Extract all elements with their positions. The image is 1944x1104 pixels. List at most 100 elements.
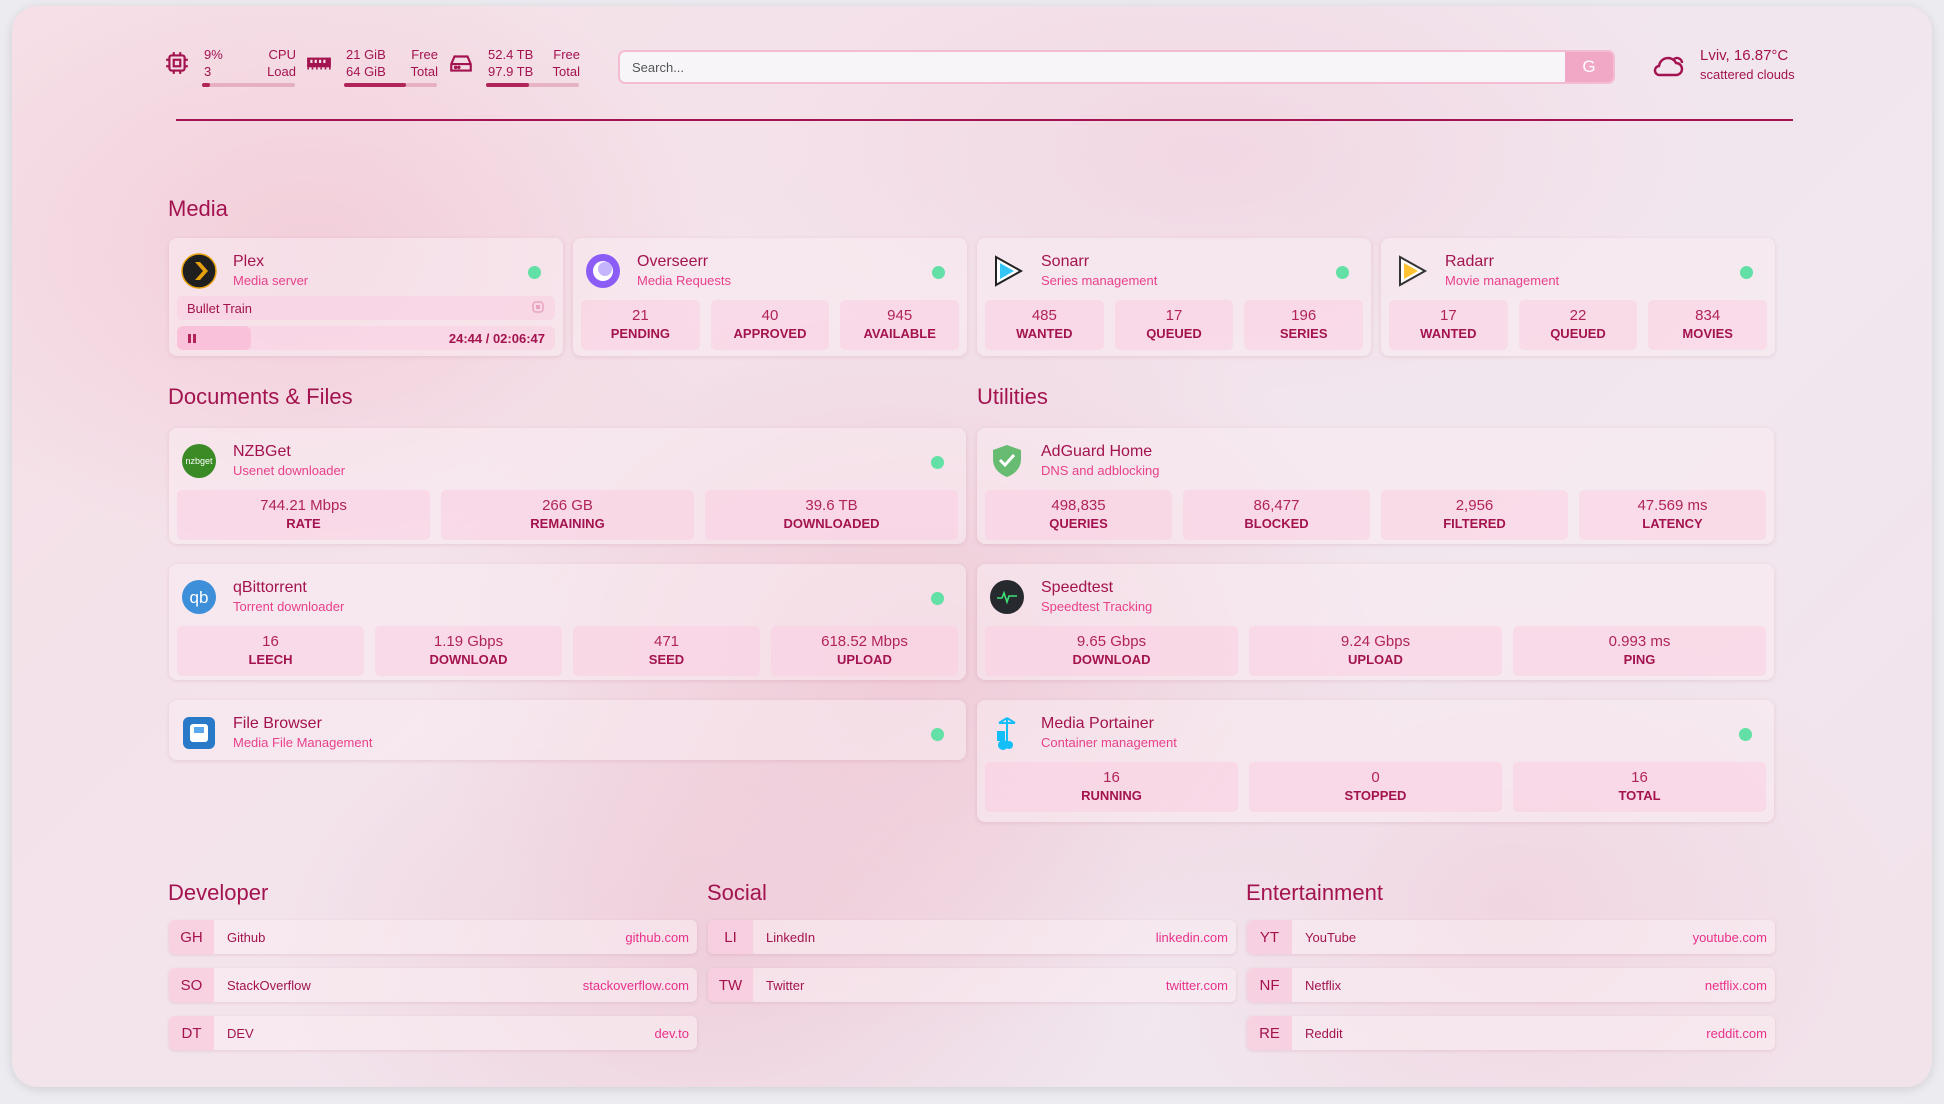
overseerr-title[interactable]: Overseerr bbox=[637, 253, 709, 270]
nzbget-card[interactable]: nzbget NZBGet Usenet downloader 744.21 Mbps… bbox=[169, 428, 966, 544]
radarr-header: Radarr Movie management bbox=[1389, 248, 1767, 294]
bookmark-url: twitter.com bbox=[1165, 977, 1228, 993]
stat-label: REMAINING bbox=[530, 516, 605, 531]
bookmark-youtube[interactable]: YT YouTube youtube.com bbox=[1247, 920, 1775, 954]
filebrowser-text: File Browser Media File Management bbox=[233, 714, 372, 752]
speedtest-text: Speedtest Speedtest Tracking bbox=[1041, 578, 1152, 616]
nzbget-title[interactable]: NZBGet bbox=[233, 443, 291, 460]
stat-value: 0.993 ms bbox=[1608, 633, 1671, 650]
total-label: Total bbox=[552, 64, 580, 79]
stat-ping: 0.993 ms PING bbox=[1513, 626, 1766, 676]
weather-widget: Lviv, 16.87°C scattered clouds bbox=[1652, 46, 1795, 84]
bookmark-reddit[interactable]: RE Reddit reddit.com bbox=[1247, 1016, 1775, 1050]
search-input[interactable] bbox=[620, 52, 1565, 82]
stat-value: 16 bbox=[1631, 769, 1648, 786]
stat-label: APPROVED bbox=[733, 326, 807, 341]
cpu-bar bbox=[202, 83, 295, 87]
bookmark-abbr: NF bbox=[1247, 968, 1292, 1002]
stat-pending: 21 PENDING bbox=[581, 300, 700, 350]
stat-value: 945 bbox=[887, 307, 913, 324]
radarr-icon bbox=[1399, 255, 1428, 287]
stat-label: TOTAL bbox=[1618, 788, 1661, 803]
plex-icon bbox=[181, 253, 217, 289]
bookmark-stackoverflow[interactable]: SO StackOverflow stackoverflow.com bbox=[169, 968, 697, 1002]
memory-free: 21 GiB bbox=[346, 47, 386, 62]
bookmark-url: linkedin.com bbox=[1155, 929, 1228, 945]
stat-label: BLOCKED bbox=[1244, 516, 1309, 531]
status-dot bbox=[1739, 728, 1752, 741]
bookmark-linkedin[interactable]: LI LinkedIn linkedin.com bbox=[708, 920, 1236, 954]
filebrowser-header: File Browser Media File Management bbox=[177, 710, 958, 756]
cpu-label: CPU bbox=[268, 47, 296, 62]
now-playing-title: Bullet Train bbox=[187, 300, 253, 316]
radarr-title[interactable]: Radarr bbox=[1445, 253, 1494, 270]
stat-label: UPLOAD bbox=[1348, 652, 1403, 667]
memory-bar bbox=[344, 83, 437, 87]
radarr-card[interactable]: Radarr Movie management 17 WANTED 22 QUEUED 83… bbox=[1381, 238, 1775, 356]
now-playing-progress-row: 24:44 / 02:06:47 bbox=[177, 326, 555, 350]
stat-wanted: 485 WANTED bbox=[985, 300, 1104, 350]
playback-time: 24:44 / 02:06:47 bbox=[448, 330, 545, 346]
stat-label: DOWNLOAD bbox=[1072, 652, 1151, 667]
cpu-icon bbox=[166, 52, 188, 74]
stat-label: PENDING bbox=[610, 326, 670, 341]
weather-location-temp: Lviv, 16.87°C bbox=[1700, 47, 1789, 64]
overseerr-icon bbox=[586, 254, 620, 288]
qbittorrent-stats: 16 LEECH 1.19 Gbps DOWNLOAD 471 SEED 618.52 Mb… bbox=[177, 626, 958, 676]
section-title-documents: Documents & Files bbox=[168, 384, 353, 409]
section-title-utilities: Utilities bbox=[977, 384, 1048, 409]
filebrowser-card[interactable]: File Browser Media File Management bbox=[169, 700, 966, 760]
overseerr-subtitle: Media Requests bbox=[637, 273, 731, 288]
bookmark-url: netflix.com bbox=[1704, 977, 1767, 993]
bookmark-abbr: TW bbox=[708, 968, 753, 1002]
qbittorrent-card[interactable]: qb qBittorrent Torrent downloader 16 LEECH 1.… bbox=[169, 564, 966, 680]
pause-icon[interactable] bbox=[187, 331, 197, 346]
cpu-widget: 9% 3 CPU Load bbox=[164, 46, 296, 90]
stat-label: QUERIES bbox=[1049, 516, 1108, 531]
stat-filtered: 2,956 FILTERED bbox=[1381, 490, 1568, 540]
speedtest-card[interactable]: Speedtest Speedtest Tracking 9.65 Gbps DOWN… bbox=[977, 564, 1774, 680]
svg-text:qb: qb bbox=[190, 588, 209, 607]
speedtest-icon bbox=[990, 580, 1024, 614]
qbittorrent-title[interactable]: qBittorrent bbox=[233, 579, 307, 596]
bookmark-dev[interactable]: DT DEV dev.to bbox=[169, 1016, 697, 1050]
memory-total: 64 GiB bbox=[346, 64, 386, 79]
radarr-stats: 17 WANTED 22 QUEUED 834 MOVIES bbox=[1389, 300, 1768, 350]
stat-label: SERIES bbox=[1279, 326, 1328, 341]
search-engine-button[interactable]: G bbox=[1565, 52, 1613, 82]
portainer-text: Media Portainer Container management bbox=[1041, 714, 1177, 752]
status-dot bbox=[931, 592, 944, 605]
sonarr-title[interactable]: Sonarr bbox=[1041, 253, 1090, 270]
nzbget-header: nzbget NZBGet Usenet downloader bbox=[177, 438, 958, 484]
stat-running: 16 RUNNING bbox=[985, 762, 1238, 812]
portainer-title[interactable]: Media Portainer bbox=[1041, 715, 1154, 732]
status-dot bbox=[1336, 266, 1349, 279]
speedtest-title[interactable]: Speedtest bbox=[1041, 579, 1114, 596]
portainer-card[interactable]: Media Portainer Container management 16 RUN… bbox=[977, 700, 1774, 822]
stream-info-icon[interactable] bbox=[531, 300, 545, 317]
stat-label: WANTED bbox=[1016, 326, 1073, 341]
nzbget-stats: 744.21 Mbps RATE 266 GB REMAINING 39.6 TB DOW… bbox=[177, 490, 958, 540]
stat-label: LEECH bbox=[248, 652, 293, 667]
filebrowser-title[interactable]: File Browser bbox=[233, 715, 322, 732]
stat-download: 1.19 Gbps DOWNLOAD bbox=[375, 626, 562, 676]
header-divider bbox=[176, 119, 1793, 121]
portainer-stats: 16 RUNNING 0 STOPPED 16 TOTAL bbox=[985, 762, 1766, 812]
adguard-title[interactable]: AdGuard Home bbox=[1041, 443, 1153, 460]
sonarr-card[interactable]: Sonarr Series management 485 WANTED 17 QUEUED… bbox=[977, 238, 1371, 356]
stat-approved: 40 APPROVED bbox=[710, 300, 830, 350]
stat-value: 744.21 Mbps bbox=[260, 497, 347, 514]
stat-label: DOWNLOADED bbox=[783, 516, 880, 531]
stat-label: LATENCY bbox=[1642, 516, 1703, 531]
plex-title[interactable]: Plex bbox=[233, 253, 265, 270]
bookmark-twitter[interactable]: TW Twitter twitter.com bbox=[708, 968, 1236, 1002]
stat-value: 618.52 Mbps bbox=[821, 633, 908, 650]
overseerr-card[interactable]: Overseerr Media Requests 21 PENDING 40 APPROV… bbox=[573, 238, 967, 356]
file-browser-icon bbox=[183, 717, 215, 749]
stat-label: WANTED bbox=[1420, 326, 1477, 341]
plex-card[interactable]: Plex Media server Bullet Train 24:44 / 02:0… bbox=[169, 238, 563, 356]
adguard-card[interactable]: AdGuard Home DNS and adblocking 498,835 QUE… bbox=[977, 428, 1774, 544]
bookmark-github[interactable]: GH Github github.com bbox=[169, 920, 697, 954]
bookmark-netflix[interactable]: NF Netflix netflix.com bbox=[1247, 968, 1775, 1002]
stat-stopped: 0 STOPPED bbox=[1249, 762, 1502, 812]
